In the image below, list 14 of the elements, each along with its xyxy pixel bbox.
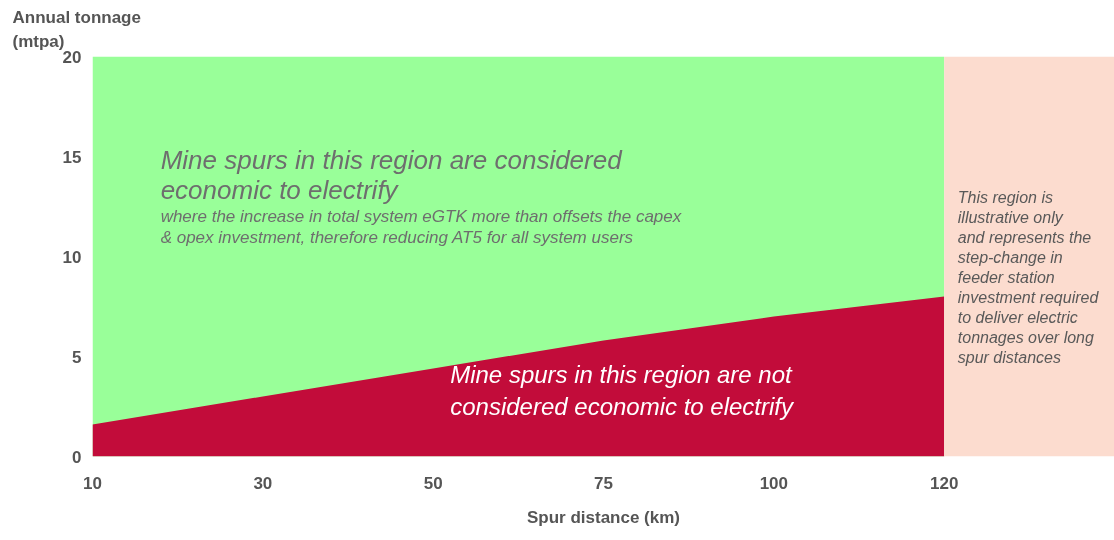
text: This region is illustrative only and represents the step-change in feeder station investment required to deliver electric tonnages over long spur distances <box>957 188 1099 366</box>
x-axis-title: Spur distance (km) <box>526 507 681 527</box>
annotation: where the increase in total system eGTK more than offsets the capex & opex investment, therefore reducing AT5 for all system users <box>160 206 682 247</box>
x-tick-label: 75 <box>594 473 613 493</box>
y-tick-label: 5 <box>72 347 82 367</box>
x-tick-label: 100 <box>759 473 789 493</box>
y-tick-label: 15 <box>62 147 82 167</box>
annotation: Mine spurs in this region are not considered economic to electrify <box>450 360 796 420</box>
x-tick-label: 50 <box>423 473 443 493</box>
x-tick-label: 120 <box>929 473 959 493</box>
annotation: Mine spurs in this region are considered economic to electrify <box>160 144 624 205</box>
y-tick-label: 10 <box>62 247 82 267</box>
x-tick-label: 30 <box>253 473 273 493</box>
y-tick-label: 0 <box>72 447 82 467</box>
